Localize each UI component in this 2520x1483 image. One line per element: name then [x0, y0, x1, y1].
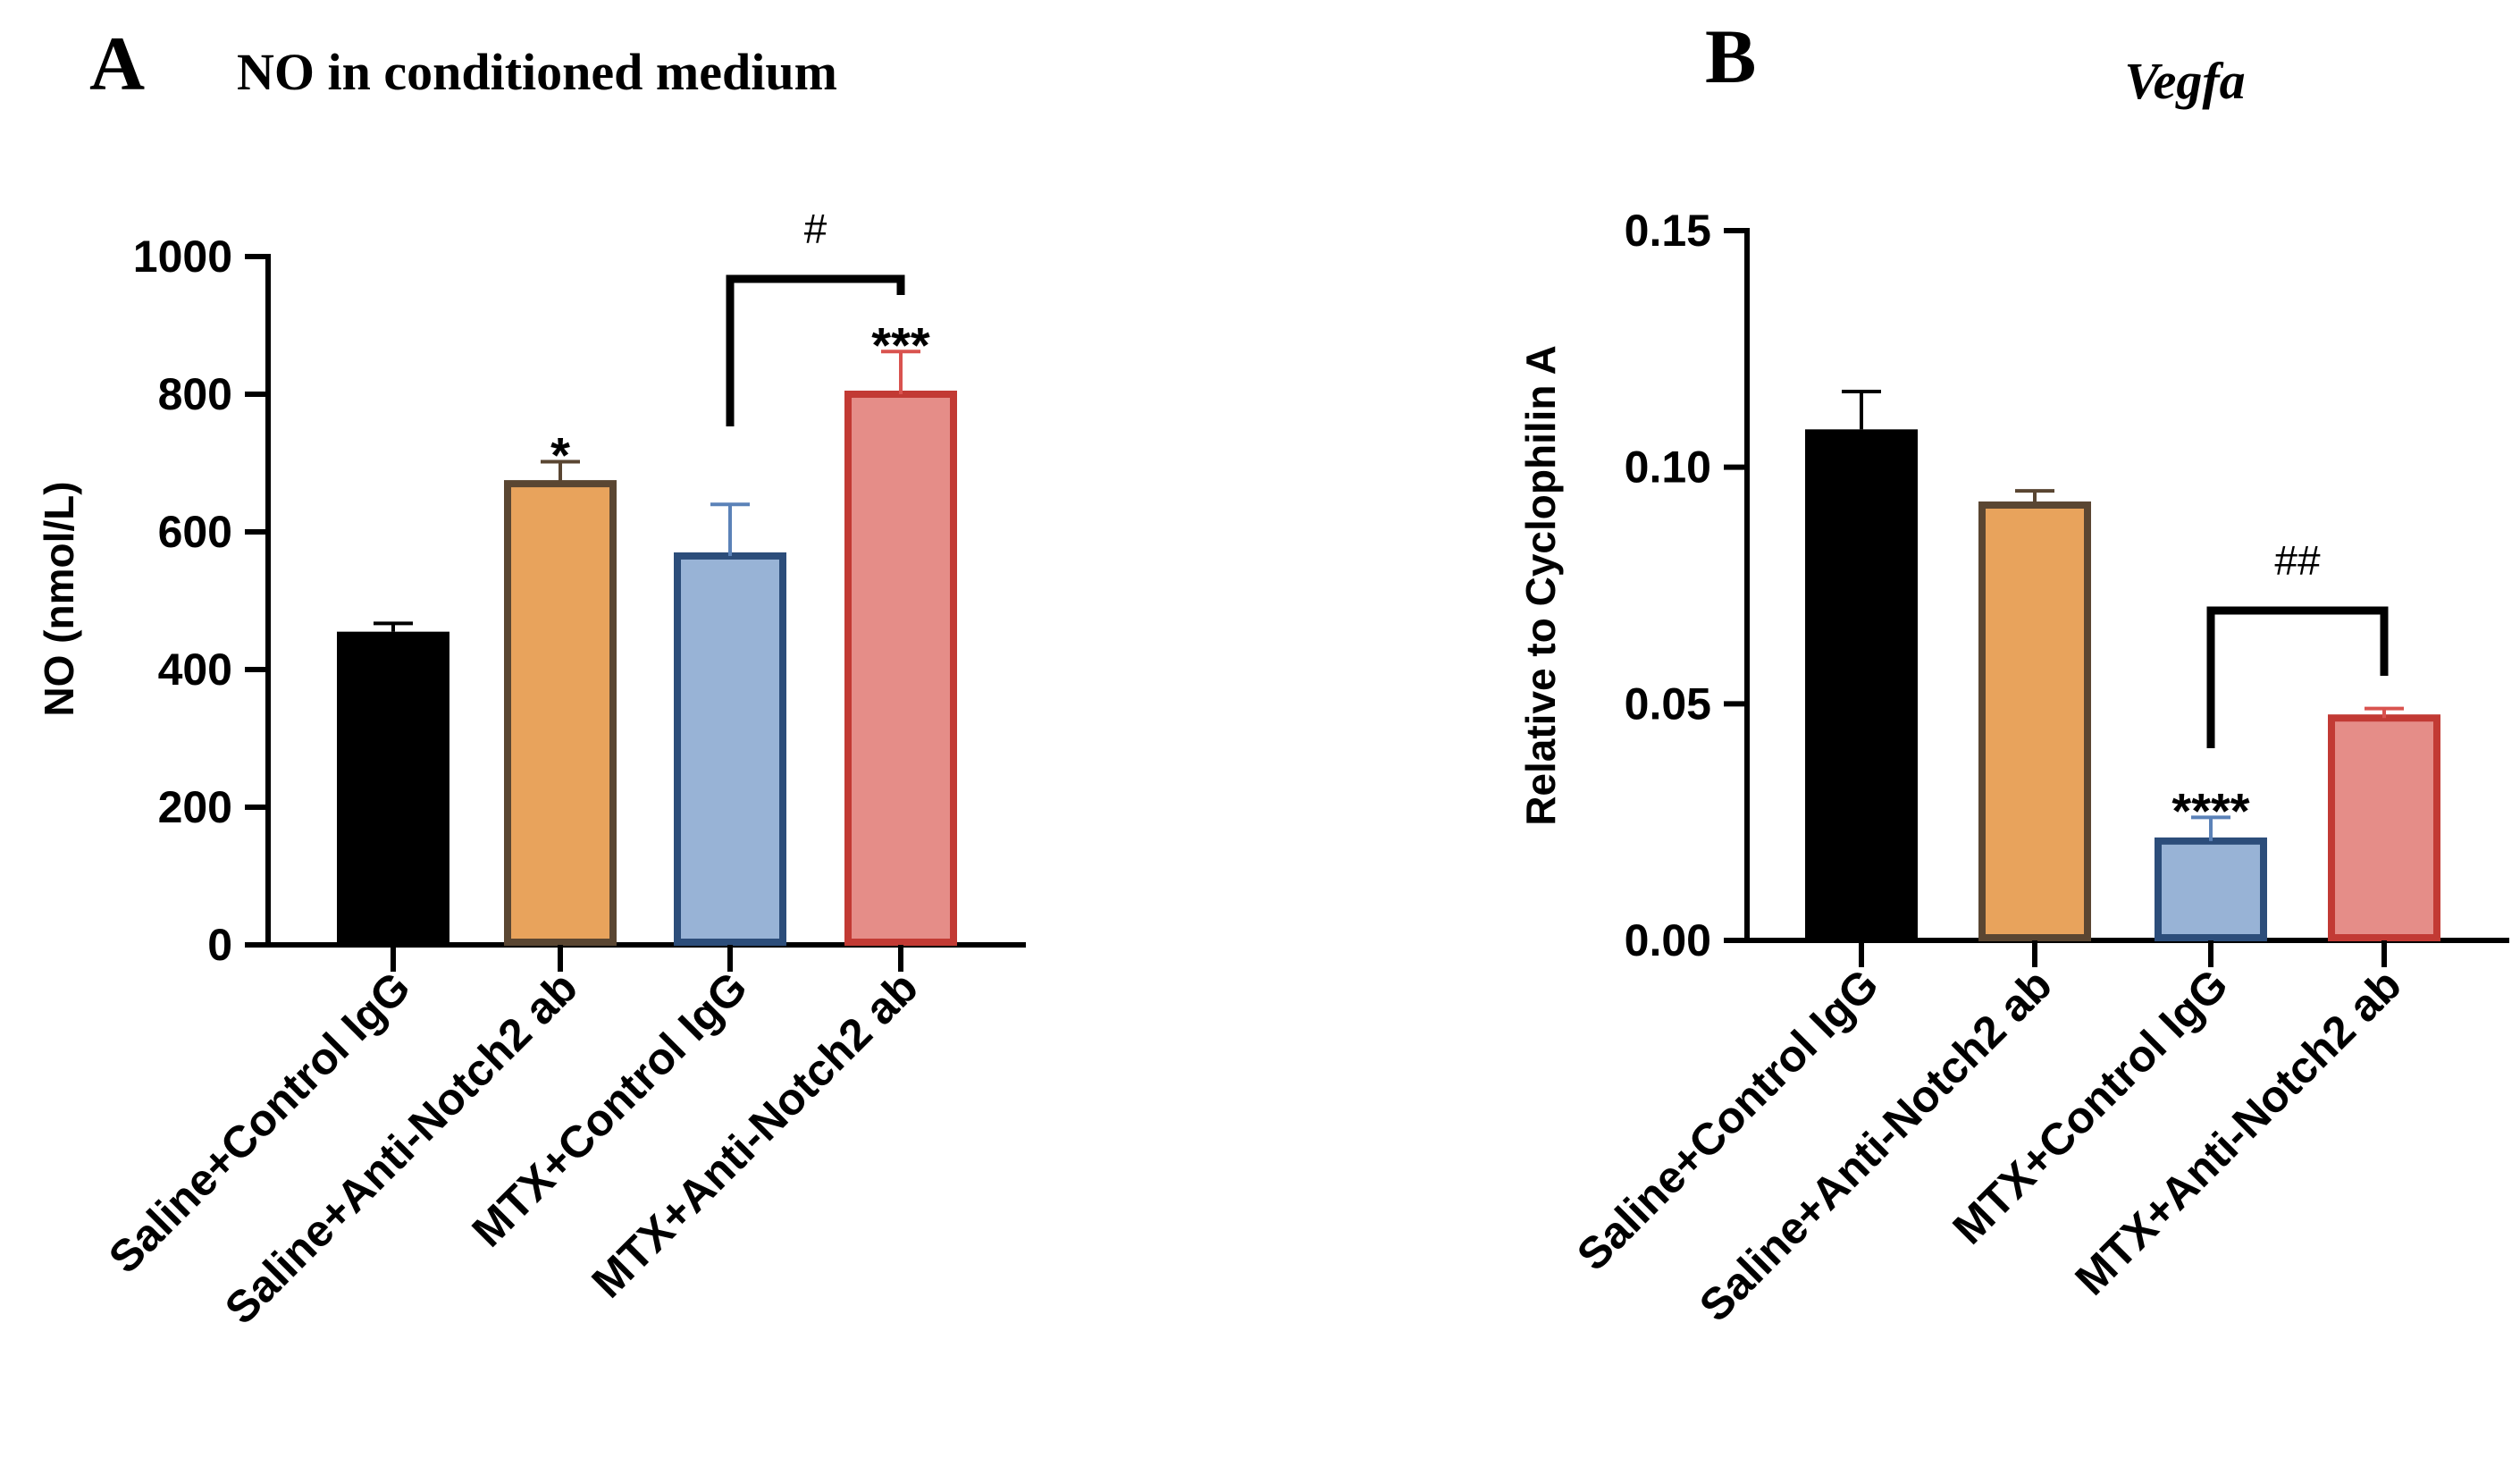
chart-marks: 0 200 400 600 800 1000 Saline+Control IgGSalin… — [99, 206, 1026, 1334]
chart-title: Vegfa — [2124, 52, 2245, 110]
panel-a: A NO in conditioned medium NO (nmol/L) 0… — [36, 21, 1026, 1334]
y-tick-label: 0 — [207, 920, 232, 970]
x-tick-label: Saline+Control IgG — [99, 962, 420, 1283]
bar — [337, 631, 449, 942]
y-tick-label: 0.05 — [1625, 678, 1711, 729]
bar — [844, 391, 957, 946]
x-tick-label: Saline+Control IgG — [1567, 959, 1888, 1280]
y-tick-label: 200 — [158, 782, 232, 832]
bar — [1978, 501, 2091, 941]
chart-title: NO in conditioned medium — [237, 43, 837, 101]
x-tick-label: MTX+Anti-Notch2 ab — [2065, 959, 2410, 1304]
bar — [2155, 837, 2267, 942]
x-tick-label: Saline+Anti-Notch2 ab — [1690, 959, 2062, 1331]
bar — [2328, 714, 2440, 941]
panel-b: B Vegfa Relative to Cyclophilin A 0.000.… — [1517, 13, 2509, 1331]
y-tick-label: 1000 — [133, 232, 232, 282]
bar — [674, 552, 786, 946]
significance-marker: *** — [871, 316, 930, 373]
y-tick-label: 800 — [158, 369, 232, 419]
y-tick-label: 600 — [158, 507, 232, 557]
significance-bracket — [726, 274, 905, 426]
y-tick-label: 400 — [158, 645, 232, 695]
bar — [504, 480, 617, 946]
bracket-label: ## — [2274, 537, 2321, 584]
chart-marks: 0.00 0.05 0.10 0.15 Saline+Control IgGSaline… — [1567, 206, 2509, 1331]
x-tick-label: MTX+Anti-Notch2 ab — [582, 962, 927, 1307]
y-tick-label: 0.15 — [1625, 206, 1711, 256]
y-tick-label: 0.10 — [1625, 442, 1711, 493]
panel-letter: B — [1705, 13, 1756, 99]
bracket-label: # — [804, 206, 827, 252]
bar — [1805, 429, 1918, 938]
y-axis-label: Relative to Cyclophilin A — [1517, 345, 1564, 826]
significance-marker: * — [550, 426, 570, 483]
significance-marker: **** — [2171, 782, 2249, 838]
y-axis-label: NO (nmol/L) — [36, 481, 82, 716]
x-tick-label: Saline+Anti-Notch2 ab — [215, 962, 587, 1334]
panel-letter: A — [89, 21, 145, 106]
significance-bracket — [2206, 606, 2389, 748]
y-tick-label: 0.00 — [1625, 915, 1711, 965]
